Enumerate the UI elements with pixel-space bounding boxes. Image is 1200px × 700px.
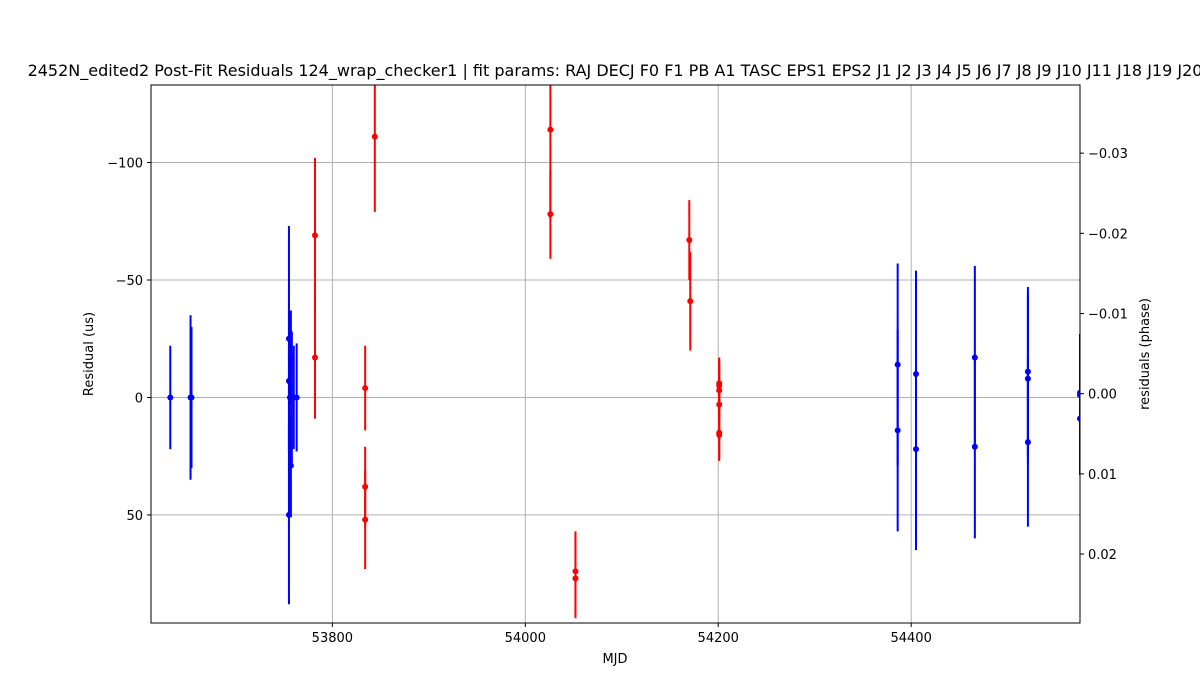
data-point bbox=[311, 354, 318, 361]
x-axis-title: MJD bbox=[602, 652, 627, 667]
data-point bbox=[716, 387, 723, 394]
data-point bbox=[287, 354, 294, 361]
data-point bbox=[913, 446, 920, 453]
right-tick-label: −0.01 bbox=[1088, 308, 1128, 323]
data-point bbox=[572, 575, 579, 582]
data-point bbox=[1024, 368, 1031, 375]
right-tick-label: 0.01 bbox=[1088, 468, 1117, 483]
data-point bbox=[293, 394, 300, 401]
y-axis-title: Residual (us) bbox=[82, 312, 97, 396]
right-tick-label: −0.02 bbox=[1088, 227, 1128, 242]
grid-layer bbox=[151, 85, 1080, 623]
data-point bbox=[362, 516, 369, 523]
x-tick-label: 53800 bbox=[312, 631, 353, 646]
data-point bbox=[547, 211, 554, 218]
y-tick-label: 0 bbox=[135, 391, 143, 406]
data-point bbox=[686, 237, 693, 244]
data-point bbox=[1024, 439, 1031, 446]
data-point bbox=[188, 394, 195, 401]
data-point bbox=[894, 427, 901, 434]
data-point bbox=[913, 370, 920, 377]
data-point bbox=[716, 432, 723, 439]
data-point bbox=[285, 511, 292, 518]
y-tick-label: 50 bbox=[126, 509, 143, 524]
right-axis-title: residuals (phase) bbox=[1138, 298, 1153, 410]
right-tick-label: −0.03 bbox=[1088, 147, 1128, 162]
chart-title: 2452N_edited2 Post-Fit Residuals 124_wra… bbox=[28, 61, 1200, 81]
data-point bbox=[167, 394, 174, 401]
x-tick-label: 54400 bbox=[890, 631, 931, 646]
x-tick-label: 54200 bbox=[698, 631, 739, 646]
data-point bbox=[371, 133, 378, 140]
data-point bbox=[1077, 415, 1080, 422]
data-point bbox=[1024, 375, 1031, 382]
x-tick-label: 54000 bbox=[505, 631, 546, 646]
data-point bbox=[311, 232, 318, 239]
marks-layer bbox=[167, 85, 1080, 619]
plot-frame bbox=[150, 84, 1081, 624]
right-tick-label: 0.02 bbox=[1088, 548, 1117, 563]
data-point bbox=[572, 568, 579, 575]
data-point bbox=[687, 298, 694, 305]
data-point bbox=[971, 443, 978, 450]
ticks-layer: 53800 54000 54200 54400 −100 −50 0 50 −0.03 −0.02… bbox=[107, 147, 1128, 646]
data-point bbox=[716, 401, 723, 408]
data-point bbox=[716, 382, 723, 389]
data-point bbox=[1077, 392, 1080, 399]
data-point bbox=[362, 483, 369, 490]
y-tick-label: −100 bbox=[107, 157, 143, 172]
data-point bbox=[894, 361, 901, 368]
data-point bbox=[547, 126, 554, 133]
y-tick-label: −50 bbox=[116, 274, 143, 289]
data-point bbox=[287, 462, 294, 469]
data-point bbox=[362, 385, 369, 392]
right-tick-label: 0.00 bbox=[1088, 388, 1117, 403]
data-point bbox=[285, 378, 292, 385]
data-point bbox=[285, 335, 292, 342]
data-point bbox=[971, 354, 978, 361]
